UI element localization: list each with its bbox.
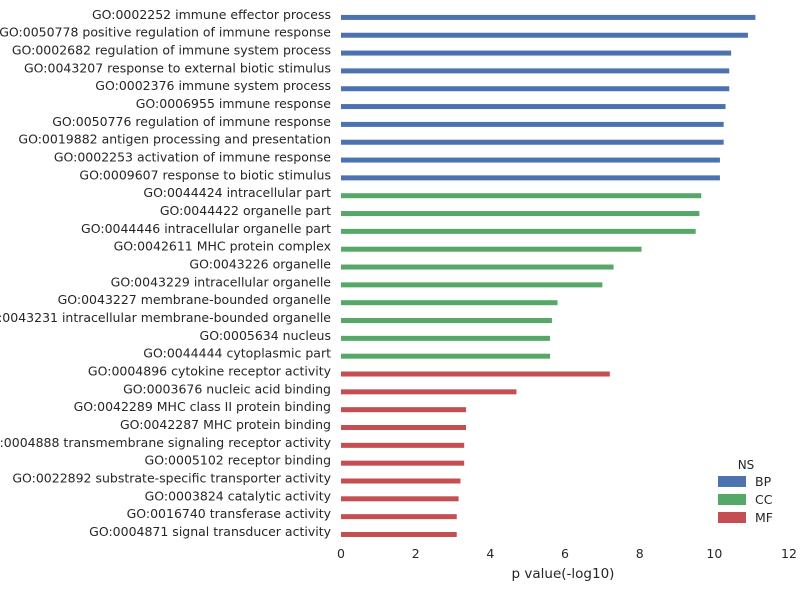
bar-13 (341, 228, 696, 234)
category-labels: GO:0002252 immune effector process GO:005… (0, 7, 332, 539)
bar-11 (341, 193, 702, 199)
bar-22 (341, 389, 517, 395)
category-label-7: GO:0050776 regulation of immune response (52, 114, 331, 129)
category-label-15: GO:0043226 organelle (189, 257, 331, 272)
category-label-14: GO:0042611 MHC protein complex (114, 239, 331, 254)
bar-30 (341, 531, 457, 537)
x-tick-label-8: 8 (636, 546, 644, 561)
x-tick-label-6: 6 (561, 546, 569, 561)
category-label-24: GO:0042287 MHC protein binding (120, 417, 331, 432)
bar-15 (341, 264, 614, 270)
category-label-28: GO:0003824 catalytic activity (145, 488, 332, 503)
x-tick-label-0: 0 (337, 546, 345, 561)
x-axis-title: p value(-log10) (512, 566, 615, 582)
category-label-25: GO:0004888 transmembrane signaling recep… (0, 435, 332, 450)
category-label-11: GO:0044424 intracellular part (143, 185, 331, 200)
bar-14 (341, 246, 642, 252)
bar-4 (341, 68, 730, 74)
bar-29 (341, 514, 457, 520)
bar-26 (341, 460, 465, 466)
category-label-13: GO:0044446 intracellular organelle part (81, 221, 331, 236)
x-axis: 0 2 4 6 8 10 12 (337, 546, 797, 561)
category-label-19: GO:0005634 nucleus (200, 328, 331, 343)
category-label-18: GO:0043231 intracellular membrane-bounde… (0, 310, 331, 325)
bar-18 (341, 318, 552, 324)
category-label-16: GO:0043229 intracellular organelle (111, 274, 332, 289)
bar-3 (341, 50, 732, 56)
legend-label-bp: BP (755, 474, 772, 489)
legend-label-mf: MF (755, 510, 773, 525)
category-label-23: GO:0042289 MHC class II protein binding (74, 399, 331, 414)
x-tick-label-12: 12 (781, 546, 797, 561)
bar-23 (341, 407, 467, 413)
bar-20 (341, 353, 551, 359)
legend-swatch-cc (718, 494, 746, 505)
category-label-10: GO:0009607 response to biotic stimulus (79, 167, 331, 182)
bar-27 (341, 478, 461, 484)
category-label-5: GO:0002376 immune system process (95, 78, 331, 93)
bar-12 (341, 211, 700, 217)
legend-title: NS (738, 458, 755, 472)
category-label-1: GO:0002252 immune effector process (92, 7, 331, 22)
x-tick-label-2: 2 (412, 546, 420, 561)
category-label-20: GO:0044444 cytoplasmic part (143, 346, 331, 361)
bar-28 (341, 496, 459, 502)
category-label-3: GO:0002682 regulation of immune system p… (12, 43, 331, 58)
bar-21 (341, 371, 610, 377)
category-label-22: GO:0003676 nucleic acid binding (123, 381, 331, 396)
category-label-30: GO:0004871 signal transducer activity (89, 524, 331, 539)
legend-label-cc: CC (755, 492, 773, 507)
bar-6 (341, 104, 726, 110)
category-label-9: GO:0002253 activation of immune response (54, 150, 331, 165)
bar-2 (341, 32, 748, 38)
bar-24 (341, 425, 467, 431)
legend-swatch-mf (718, 512, 746, 523)
category-label-4: GO:0043207 response to external biotic s… (24, 60, 331, 75)
category-label-29: GO:0016740 transferase activity (127, 506, 332, 521)
legend: NS BP CC MF (718, 458, 773, 525)
bar-16 (341, 282, 603, 288)
bar-1 (341, 14, 756, 20)
category-label-8: GO:0019882 antigen processing and presen… (18, 132, 331, 147)
bar-7 (341, 121, 724, 127)
category-label-26: GO:0005102 receptor binding (145, 453, 331, 468)
legend-swatch-bp (718, 476, 746, 487)
bar-9 (341, 157, 720, 163)
bar-8 (341, 139, 724, 145)
x-tick-label-4: 4 (486, 546, 494, 561)
bar-19 (341, 335, 551, 341)
category-label-12: GO:0044422 organelle part (160, 203, 331, 218)
category-label-6: GO:0006955 immune response (136, 96, 332, 111)
category-label-2: GO:0050778 positive regulation of immune… (0, 25, 331, 40)
bar-25 (341, 442, 465, 448)
category-label-21: GO:0004896 cytokine receptor activity (88, 364, 332, 379)
bar-10 (341, 175, 720, 181)
bar-17 (341, 300, 558, 306)
category-label-27: GO:0022892 substrate-specific transporte… (12, 470, 331, 485)
category-label-17: GO:0043227 membrane-bounded organelle (58, 292, 332, 307)
x-tick-label-10: 10 (706, 546, 722, 561)
bars-layer (341, 14, 756, 537)
bar-5 (341, 86, 730, 92)
